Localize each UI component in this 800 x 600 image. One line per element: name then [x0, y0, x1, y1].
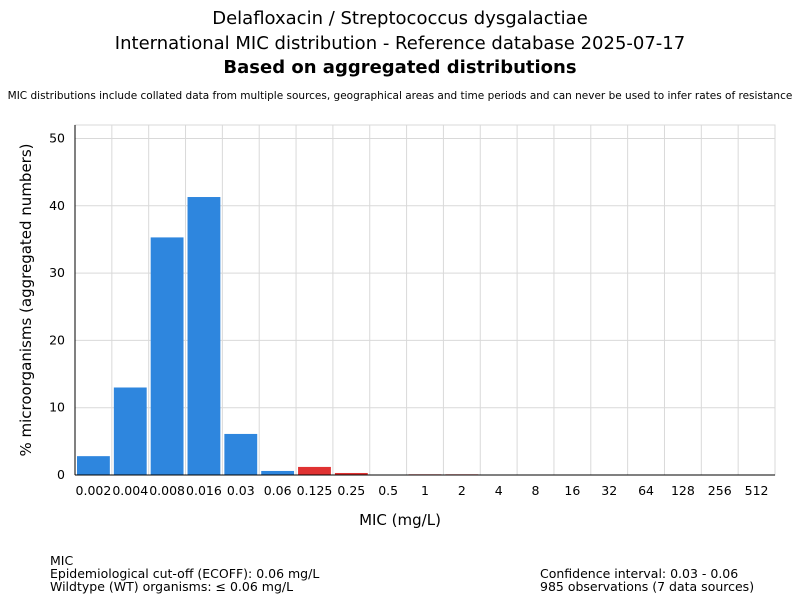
y-axis-label: % microorganisms (aggregated numbers) [17, 143, 35, 456]
bar-0.125 [298, 466, 331, 475]
bar-0.25 [334, 472, 368, 475]
footer-wildtype: Wildtype (WT) organisms: ≤ 0.06 mg/L [50, 579, 294, 594]
footer-confidence-interval: Confidence interval: 0.03 - 0.06 [540, 566, 739, 581]
footer-mic-label: MIC [50, 553, 74, 568]
x-axis-label: MIC (mg/L) [359, 511, 441, 529]
x-tick-label: 256 [708, 483, 732, 498]
x-tick-label: 0.25 [337, 483, 365, 498]
y-tick-label: 50 [49, 130, 65, 145]
x-tick-label: 0.008 [149, 483, 185, 498]
bar-0.06 [261, 470, 295, 475]
x-tick-label: 0.016 [186, 483, 222, 498]
footer-ecoff: Epidemiological cut-off (ECOFF): 0.06 mg… [50, 566, 320, 581]
chart-title-line1: Delafloxacin / Streptococcus dysgalactia… [212, 8, 588, 29]
bar-0.008 [150, 237, 184, 475]
chart-title-line2: International MIC distribution - Referen… [114, 33, 686, 54]
x-tick-label: 2 [458, 483, 466, 498]
x-tick-label: 0.06 [264, 483, 292, 498]
footer-right: Confidence interval: 0.03 - 0.06 985 obs… [540, 567, 754, 593]
x-tick-label: 0.5 [378, 483, 398, 498]
x-tick-label: 32 [601, 483, 617, 498]
x-tick-label: 0.004 [112, 483, 148, 498]
bar-0.016 [187, 197, 221, 475]
x-tick-label: 128 [671, 483, 695, 498]
y-tick-label: 0 [57, 467, 65, 482]
y-tick-label: 40 [49, 198, 65, 213]
footer-left: MIC Epidemiological cut-off (ECOFF): 0.0… [50, 554, 319, 593]
x-tick-label: 4 [495, 483, 503, 498]
x-tick-label: 0.002 [76, 483, 112, 498]
footer-observations: 985 observations (7 data sources) [540, 579, 755, 594]
x-tick-label: 16 [564, 483, 580, 498]
x-tick-label: 0.125 [297, 483, 333, 498]
y-tick-label: 30 [49, 265, 65, 280]
x-tick-label: 8 [532, 483, 540, 498]
y-tick-label: 20 [49, 332, 65, 347]
x-tick-label: 1 [421, 483, 429, 498]
chart-title-line3: Based on aggregated distributions [223, 57, 577, 78]
bar-0.002 [77, 456, 110, 475]
bar-0.004 [113, 387, 147, 475]
bar-0.03 [224, 433, 258, 475]
x-tick-label: 512 [745, 483, 769, 498]
x-tick-label: 64 [638, 483, 654, 498]
y-tick-label: 10 [49, 400, 65, 415]
x-tick-label: 0.03 [227, 483, 255, 498]
disclaimer-note: MIC distributions include collated data … [7, 90, 793, 102]
